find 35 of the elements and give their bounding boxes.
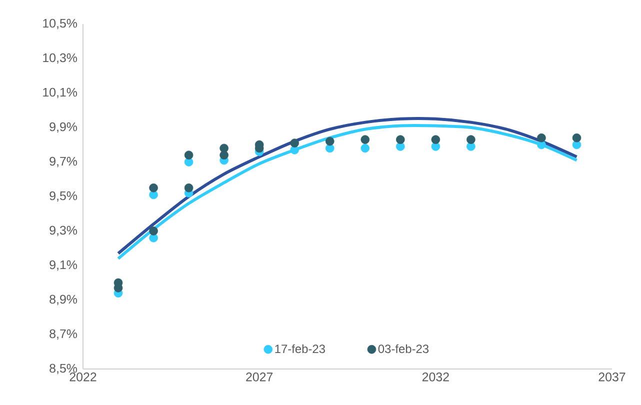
y-tick-label: 9,5% (50, 191, 78, 202)
y-tick-label: 9,7% (50, 156, 78, 168)
point (184, 150, 194, 160)
point (396, 142, 405, 151)
point (572, 133, 582, 142)
y-tick-label: 9,9% (50, 122, 78, 133)
point (290, 138, 299, 148)
x-tick-label: 2032 (422, 372, 449, 382)
legend-label: 03-feb-23 (378, 344, 429, 354)
point (149, 183, 158, 192)
y-tick-label: 8,9% (50, 294, 78, 306)
x-tick-label: 2027 (246, 372, 273, 382)
y-tick-label: 9,3% (50, 226, 78, 236)
point (537, 133, 546, 142)
point (184, 158, 194, 166)
point (466, 135, 476, 144)
point (360, 135, 370, 144)
point (431, 142, 440, 151)
y-tick-label: 8,7% (50, 329, 78, 340)
point (431, 135, 440, 144)
point (184, 183, 194, 192)
y-tick-label: 10,1% (43, 88, 78, 98)
x-tick-label: 2022 (70, 372, 96, 382)
y-tick-label: 10,5% (43, 18, 78, 30)
point (396, 135, 405, 144)
point (149, 226, 158, 236)
y-tick-label: 9,1% (50, 260, 78, 271)
legend-label: 17-feb-23 (275, 344, 325, 354)
point (466, 142, 476, 151)
x-tick-label: 2037 (598, 372, 626, 382)
y-tick-label: 10,3% (43, 53, 78, 64)
y-tick-label: 8,5% (50, 364, 78, 374)
point (220, 150, 228, 160)
point (360, 144, 370, 153)
point (325, 136, 334, 146)
